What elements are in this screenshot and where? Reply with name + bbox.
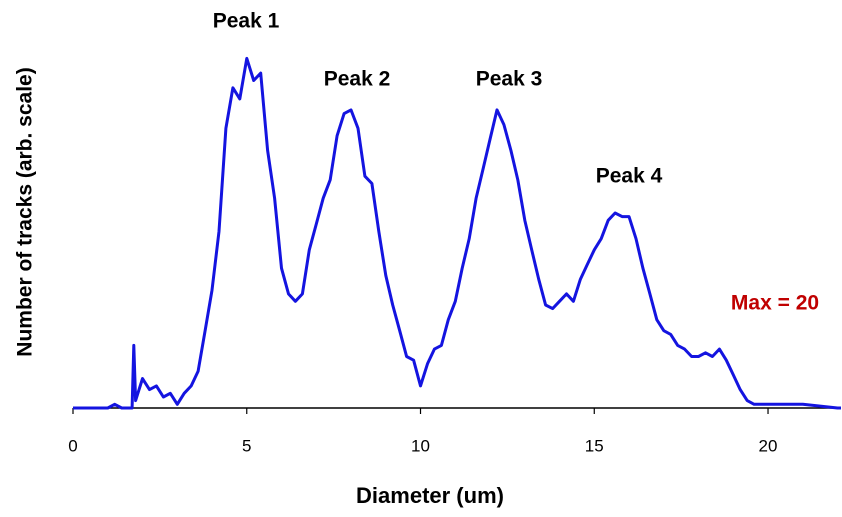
annotation: Peak 3 — [476, 68, 543, 91]
x-tick-label: 15 — [585, 436, 604, 455]
x-tick-label: 20 — [759, 436, 778, 455]
annotation: Peak 4 — [596, 165, 663, 188]
annotation: Max = 20 — [731, 292, 819, 315]
x-tick-label: 10 — [411, 436, 430, 455]
annotation: Peak 2 — [324, 68, 391, 91]
x-tick-label: 5 — [242, 436, 251, 455]
annotation: Peak 1 — [213, 10, 280, 33]
x-axis-title: Diameter (um) — [356, 483, 504, 508]
data-line — [73, 56, 841, 410]
x-tick-label: 0 — [68, 436, 77, 455]
y-axis-title: Number of tracks (arb. scale) — [14, 67, 37, 356]
